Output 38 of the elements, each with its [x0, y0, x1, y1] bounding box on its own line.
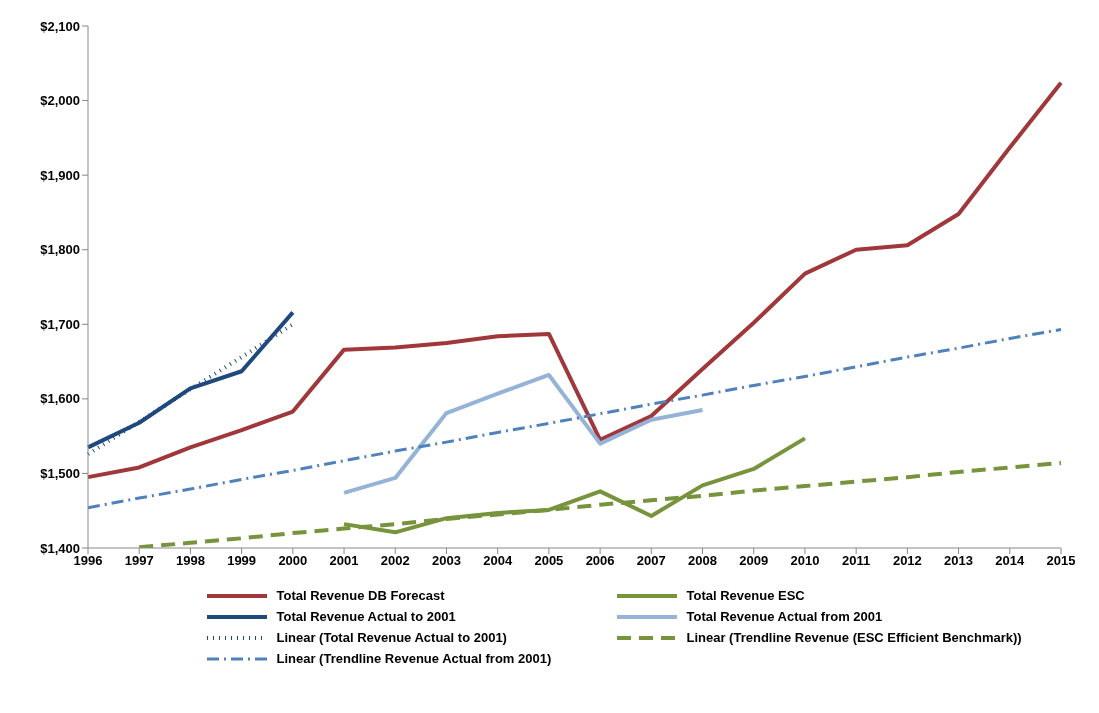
y-tick-label: $2,000	[40, 93, 80, 109]
x-tick-label: 2009	[739, 553, 769, 569]
y-tick-label: $1,800	[40, 242, 80, 258]
line-series	[86, 328, 1063, 510]
x-tick-label: 2000	[278, 553, 308, 569]
x-tick-label: 2001	[329, 553, 359, 569]
legend-label: Total Revenue Actual from 2001	[686, 609, 883, 624]
x-tick-label: 2014	[995, 553, 1026, 569]
x-tick-label: 2003	[432, 553, 461, 569]
legend-label: Total Revenue ESC	[686, 588, 805, 603]
legend-label: Linear (Trendline Revenue (ESC Efficient Benchmark))	[686, 630, 1022, 645]
x-tick-label: 2010	[790, 553, 820, 569]
x-tick-label: 2008	[688, 553, 717, 569]
x-tick-label: 2012	[892, 553, 922, 569]
x-tick-label: 1997	[124, 553, 154, 569]
legend-label: Total Revenue Actual to 2001	[276, 609, 456, 624]
y-tick-label: $1,500	[40, 466, 80, 482]
legend-label: Linear (Trendline Revenue Actual from 2001)	[276, 651, 552, 666]
y-tick-label: $1,600	[40, 391, 80, 407]
line-series	[86, 80, 1063, 480]
y-tick-label: $1,400	[40, 540, 80, 556]
x-tick-label: 2007	[636, 553, 666, 569]
x-tick-label: 2006	[585, 553, 615, 569]
x-tick-label: 2013	[944, 553, 974, 569]
y-tick-label: $1,900	[40, 167, 80, 183]
y-tick-label: $1,700	[40, 316, 80, 332]
x-tick-label: 2005	[534, 553, 564, 569]
x-tick-label: 1996	[73, 553, 103, 569]
x-tick-label: 2015	[1046, 553, 1076, 569]
x-tick-label: 1998	[175, 553, 205, 569]
x-tick-label: 2011	[842, 553, 871, 569]
y-tick-label: $2,100	[40, 18, 80, 34]
x-tick-label: 2002	[380, 553, 410, 569]
x-tick-label: 1999	[227, 553, 257, 569]
legend-label: Linear (Total Revenue Actual to 2001)	[276, 630, 507, 645]
legend-label: Total Revenue DB Forecast	[276, 588, 445, 603]
x-tick-label: 2004	[483, 553, 513, 569]
line-series	[342, 372, 705, 495]
